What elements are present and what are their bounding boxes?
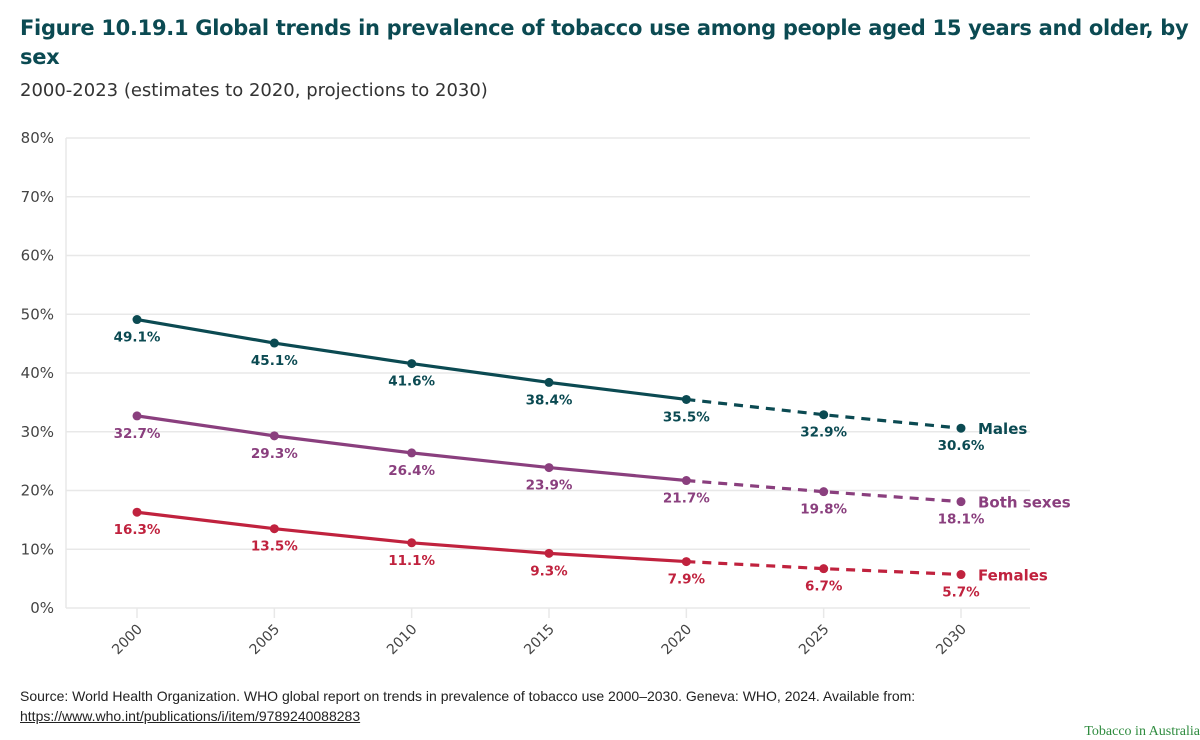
point-females	[544, 548, 554, 558]
x-tick-label: 2030	[933, 622, 970, 659]
point-females	[132, 507, 142, 517]
point-males	[132, 315, 142, 325]
x-tick-label: 2025	[796, 622, 833, 659]
point-males	[407, 359, 417, 369]
data-label-males: 30.6%	[938, 438, 985, 454]
line-both-projections	[686, 478, 962, 504]
data-label-both: 19.8%	[800, 502, 847, 518]
data-label-females: 7.9%	[668, 572, 706, 588]
y-tick-label: 50%	[21, 305, 54, 323]
point-males	[956, 423, 966, 433]
data-label-females: 16.3%	[114, 522, 161, 538]
point-females	[956, 570, 966, 580]
data-label-males: 38.4%	[526, 392, 573, 408]
y-tick-label: 0%	[30, 599, 54, 617]
data-label-males: 32.9%	[800, 425, 847, 441]
data-labels: 49.1% 45.1% 41.6% 38.4% 35.5% 32.9% 30.6%Males…	[114, 330, 1071, 601]
point-both	[407, 448, 417, 458]
data-label-both: 21.7%	[663, 491, 710, 507]
x-axis: 2000 2005 2010 2015 2020 2025 2030	[109, 608, 970, 658]
footer-watermark: Tobacco in Australia	[1084, 724, 1200, 739]
y-tick-label: 60%	[21, 247, 54, 265]
x-tick-label: 2000	[109, 622, 146, 659]
source-text: Source: World Health Organization. WHO g…	[20, 688, 916, 704]
data-label-both: 18.1%	[938, 512, 985, 528]
point-both	[956, 497, 966, 507]
point-females	[407, 538, 417, 548]
y-tick-label: 30%	[21, 423, 54, 441]
gridlines	[65, 137, 1030, 609]
series-label-both: Both sexes	[978, 494, 1071, 512]
source-note: Source: World Health Organization. WHO g…	[20, 686, 1120, 726]
data-label-females: 5.7%	[942, 585, 980, 601]
y-tick-label: 40%	[21, 364, 54, 382]
data-label-males: 49.1%	[114, 330, 161, 346]
point-both	[544, 463, 554, 473]
data-label-females: 13.5%	[251, 539, 298, 555]
series-label-females: Females	[978, 567, 1048, 585]
point-females	[819, 564, 829, 574]
data-label-both: 26.4%	[388, 463, 435, 479]
point-males	[544, 377, 554, 387]
x-tick-label: 2020	[659, 622, 696, 659]
point-both	[681, 476, 691, 486]
point-males	[681, 394, 691, 404]
point-males	[819, 410, 829, 420]
data-label-males: 35.5%	[663, 409, 710, 425]
data-label-females: 6.7%	[805, 579, 843, 595]
series-lines	[132, 315, 966, 580]
point-males	[269, 338, 279, 348]
y-tick-label: 70%	[21, 188, 54, 206]
x-tick-label: 2010	[384, 622, 421, 659]
data-label-both: 29.3%	[251, 446, 298, 462]
data-label-males: 41.6%	[388, 374, 435, 390]
point-females	[681, 557, 691, 567]
chart-title: Figure 10.19.1 Global trends in prevalen…	[20, 16, 1189, 69]
point-both	[132, 411, 142, 421]
y-tick-label: 10%	[21, 540, 54, 558]
series-label-males: Males	[978, 420, 1027, 438]
y-axis: 0% 10% 20% 30% 40% 50% 60% 70% 80%	[21, 129, 54, 617]
point-both	[819, 487, 829, 497]
x-tick-label: 2015	[521, 622, 558, 659]
data-label-females: 9.3%	[530, 563, 568, 579]
data-label-males: 45.1%	[251, 353, 298, 369]
data-label-both: 32.7%	[114, 426, 161, 442]
point-females	[269, 524, 279, 534]
point-both	[269, 431, 279, 441]
y-tick-label: 80%	[21, 129, 54, 147]
y-tick-label: 20%	[21, 482, 54, 500]
x-tick-label: 2005	[247, 622, 284, 659]
data-label-both: 23.9%	[526, 478, 573, 494]
line-females-projections	[686, 559, 962, 577]
line-males-projections	[686, 397, 962, 430]
source-link[interactable]: https://www.who.int/publications/i/item/…	[20, 708, 361, 724]
line-chart: 0%10%20%30%40%50%60%70%80% 2000 2005 2010 2…	[21, 129, 1071, 658]
chart-subtitle: 2000-2023 (estimates to 2020, projection…	[20, 80, 488, 101]
data-label-females: 11.1%	[388, 553, 435, 569]
